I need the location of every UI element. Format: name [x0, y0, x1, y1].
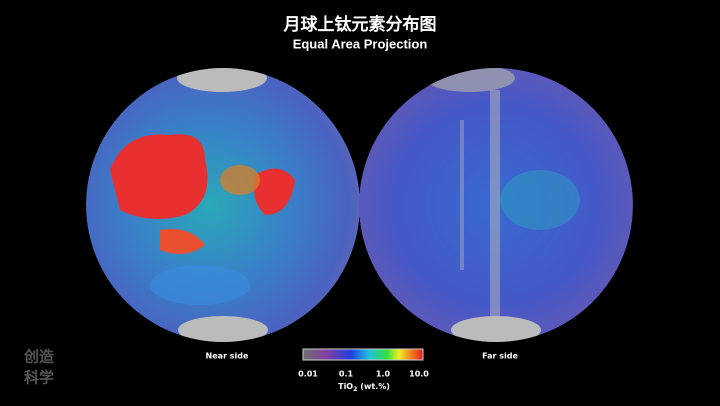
color-bar-tick: 1.0	[376, 370, 391, 379]
watermark: 科学	[24, 369, 54, 387]
color-bar-tick: 10.0	[409, 370, 429, 379]
far-side-map	[359, 68, 633, 342]
subtitle: Equal Area Projection	[293, 36, 428, 51]
watermark: 创造	[23, 348, 54, 366]
color-bar	[302, 348, 424, 361]
color-bar-unit: TiO2 (wt.%)	[338, 382, 390, 393]
color-bar-tick: 0.01	[298, 370, 318, 379]
unit-rest: (wt.%)	[360, 382, 390, 391]
unit-main: TiO	[338, 382, 353, 391]
near-side-map	[86, 68, 360, 342]
map-label: Far side	[482, 352, 518, 361]
color-bar-tick: 0.1	[339, 370, 354, 379]
map-label: Near side	[206, 352, 249, 361]
unit-sub: 2	[353, 386, 357, 393]
title: 月球上钛元素分布图	[283, 14, 437, 35]
